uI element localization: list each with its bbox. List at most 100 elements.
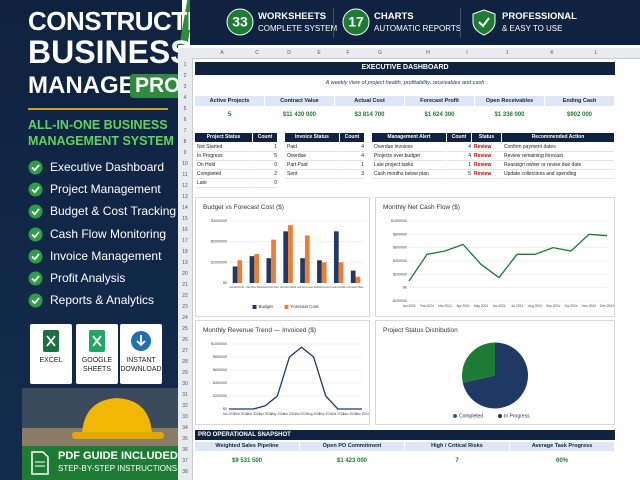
legend-label: Forecast Cost xyxy=(291,304,320,309)
table-cell: Late xyxy=(195,179,252,188)
table-cell: Part Paid xyxy=(285,161,339,170)
y-tick-label: $1000000 xyxy=(211,342,227,346)
table-cell: 1 xyxy=(253,143,277,152)
top-bar-icon: 33 xyxy=(226,8,254,36)
column-letter: G xyxy=(378,50,382,56)
column-letter: H xyxy=(426,50,430,56)
row-number: 16 xyxy=(182,227,188,233)
x-tick-label: Northview Medical xyxy=(280,285,296,289)
row-number: 36 xyxy=(182,447,188,453)
pdf-subtitle: STEP-BY-STEP INSTRUCTIONS xyxy=(58,464,178,473)
x-tick-label: Dec 2024 xyxy=(600,304,614,308)
format-label: INSTANT xyxy=(126,357,156,364)
chart-frame xyxy=(195,320,370,425)
helmet-brim xyxy=(72,432,164,439)
check-mark xyxy=(31,186,40,194)
table-cell: Review remaining forecast xyxy=(502,152,614,161)
top-bar xyxy=(190,0,640,45)
snapshot-title: PRO OPERATIONAL SNAPSHOT xyxy=(198,432,291,438)
column-letter: L xyxy=(594,50,598,56)
table-header: Count xyxy=(340,133,364,142)
x-tick-label: Lakeside Warehouse Expansion xyxy=(297,285,313,289)
x-tick-label: Eastside Fitness Phase 1 xyxy=(263,285,279,289)
check-mark xyxy=(31,253,40,261)
snapshot-value: 60% xyxy=(555,458,568,464)
icon-glyph xyxy=(46,335,56,347)
table-cell: 0 xyxy=(253,161,277,170)
document-outline xyxy=(31,451,49,475)
x-tick-label: Riverside Hotel Addition xyxy=(331,285,347,289)
kpi-label: Contract Value xyxy=(265,96,334,106)
divider xyxy=(28,108,168,110)
row-number: 35 xyxy=(182,436,188,442)
y-tick-label: $2000000 xyxy=(211,240,227,244)
legend-swatch xyxy=(498,414,502,418)
format-icon xyxy=(131,331,151,351)
table-cell: 1 xyxy=(447,161,471,170)
y-tick-label: -$200000 xyxy=(392,299,407,303)
snapshot-banner xyxy=(195,430,615,440)
check-circle xyxy=(28,160,43,175)
snapshot-value: $9 531 500 xyxy=(231,458,263,464)
table-cell: Paid xyxy=(285,143,339,152)
chart-title: Project Status Distribution xyxy=(383,327,458,334)
top-bar-title: WORKSHEETS xyxy=(258,11,327,22)
row-number: 17 xyxy=(182,238,188,244)
y-tick-label: $3000000 xyxy=(211,219,227,223)
row-number: 34 xyxy=(182,425,188,431)
table-cell: Review xyxy=(472,170,501,179)
row-number: 15 xyxy=(182,216,188,222)
check-icon xyxy=(28,249,43,264)
legend-label: In Progress xyxy=(504,413,530,419)
x-tick-label: May 2024 xyxy=(270,412,284,416)
dashboard-banner xyxy=(195,62,615,75)
chart-panel: Project Status Distribution Completed In P… xyxy=(375,320,615,425)
top-bar-title: PROFESSIONAL xyxy=(502,11,577,22)
x-tick-label: Dec 2024 xyxy=(355,412,369,416)
column-letter: E xyxy=(317,50,321,56)
row-number: 11 xyxy=(182,172,188,178)
x-tick-label: Jun 2024 xyxy=(492,304,505,308)
table-header: Project Status xyxy=(195,133,252,142)
feature-item: Invoice Management xyxy=(50,248,162,263)
table-cell: 0 xyxy=(253,179,277,188)
x-tick-label: May 2024 xyxy=(474,304,488,308)
y-tick-label: $600000 xyxy=(213,368,227,372)
dashboard-title: EXECUTIVE DASHBOARD xyxy=(361,64,449,71)
check-circle xyxy=(28,227,43,242)
bar xyxy=(355,276,361,283)
table-cell: In Progress xyxy=(195,152,252,161)
x-tick-label: Jan 2024 xyxy=(222,412,235,416)
chart-frame xyxy=(375,197,615,317)
row-number: 2 xyxy=(183,73,187,79)
table-cell: 1 xyxy=(340,161,364,170)
check-icon xyxy=(28,293,43,308)
x-tick-label: Maplefield Renovation xyxy=(314,285,330,289)
check-mark xyxy=(31,275,40,283)
bar xyxy=(254,254,260,283)
kpi-value: $1 624 300 xyxy=(424,112,455,118)
table-cell: Review xyxy=(472,161,501,170)
check-icon xyxy=(28,271,43,286)
chart-frame xyxy=(195,197,370,317)
line-series xyxy=(408,233,608,282)
table-cell: Not Started xyxy=(195,143,252,152)
bar xyxy=(317,260,322,283)
check-mark xyxy=(31,208,40,216)
row-number: 4 xyxy=(183,95,187,101)
subtitle-line: MANAGEMENT SYSTEM xyxy=(28,134,174,148)
x-tick-label: Nov 2024 xyxy=(343,412,357,416)
table-header: Recommended Action xyxy=(502,133,614,142)
row-number: 7 xyxy=(183,128,187,134)
bar xyxy=(338,262,344,283)
kpi-label: Open Receivables xyxy=(475,96,544,106)
legend-label: Completed xyxy=(459,413,483,419)
bar xyxy=(283,231,289,283)
pdf-title: PDF GUIDE INCLUDED xyxy=(58,450,178,462)
chart-title: Budget vs Forecast Cost ($) xyxy=(203,204,284,211)
row-number: 20 xyxy=(182,271,188,277)
x-tick-label: Feb 2024 xyxy=(420,304,434,308)
table-header: Management Alert xyxy=(372,133,446,142)
y-tick-label: $200000 xyxy=(393,272,407,276)
kpi-value: 5 xyxy=(227,112,232,118)
